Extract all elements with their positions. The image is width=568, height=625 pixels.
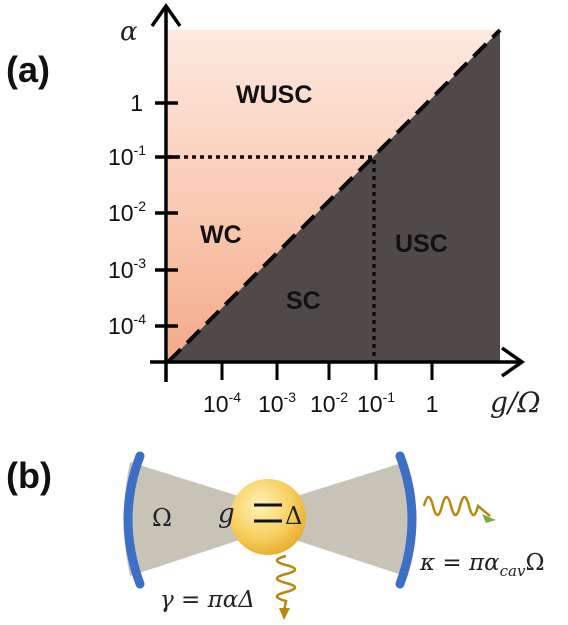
x-tick-label: 10-1 (357, 389, 395, 417)
y-tick-label-base: 10 (108, 144, 134, 170)
x-tick-label-exponent: -1 (383, 389, 396, 405)
x-tick-label-exponent: -3 (284, 389, 297, 405)
region-label-sc: SC (286, 287, 321, 315)
cavity-decay-label: κ = παcavΩ (419, 550, 545, 580)
y-tick-label: 1 (130, 90, 143, 116)
cavity-photon-arrow-icon (482, 514, 496, 523)
y-tick-label: 10-2 (108, 198, 146, 226)
y-tick-label: 10-4 (108, 311, 146, 339)
regime-boundary-line (166, 28, 502, 364)
emitter-photon-icon (275, 554, 297, 612)
cavity-decay-suffix: Ω (525, 550, 544, 576)
right-mirror (395, 451, 417, 589)
x-tick-label: 10-3 (258, 389, 296, 417)
emitter-atom (230, 479, 306, 555)
x-tick-label: 10-2 (310, 389, 348, 417)
x-tick-label-base: 10 (203, 391, 229, 417)
y-tick-label-exponent: -3 (134, 255, 147, 271)
region-label-wusc: WUSC (236, 81, 312, 109)
emitter-splitting-label: Δ (285, 502, 302, 530)
y-tick-label: 10-3 (108, 255, 146, 283)
y-tick-label-exponent: -2 (134, 198, 147, 214)
emitter-decay-label: γ = παΔ (160, 587, 255, 613)
x-tick-label-base: 10 (310, 391, 336, 417)
y-tick-group: 110-110-210-310-4 (108, 90, 178, 339)
x-tick-label-exponent: -4 (229, 389, 242, 405)
y-tick-label-base: 10 (108, 257, 134, 283)
y-tick-label-base: 10 (108, 313, 134, 339)
cavity-mode-left (124, 462, 270, 576)
x-tick-label-exponent: -2 (336, 389, 349, 405)
panel-a-label: (a) (6, 49, 50, 90)
y-tick-label-base: 10 (108, 200, 134, 226)
cavity-photon-icon (422, 495, 491, 517)
x-tick-label: 1 (426, 391, 439, 417)
x-tick-label-base: 1 (426, 391, 439, 417)
x-tick-label-base: 10 (357, 391, 383, 417)
cavity-decay-prefix: κ = πα (419, 550, 500, 576)
y-tick-label-exponent: -1 (134, 142, 147, 158)
x-tick-group: 10-4 10-3 10-2 10-1 1 (203, 362, 438, 417)
x-tick-label-base: 10 (258, 391, 284, 417)
panel-b-label: (b) (6, 455, 52, 496)
cavity-mode-right (265, 462, 411, 576)
cavity-frequency-label: Ω (152, 504, 172, 532)
x-axis-label: g/Ω (490, 386, 541, 419)
coupling-label: g (218, 499, 235, 529)
y-tick-label-base: 1 (130, 90, 143, 116)
y-axis-arrow-icon (150, 2, 182, 28)
y-tick-label: 10-1 (108, 142, 146, 170)
region-label-wc: WC (200, 221, 242, 249)
cavity-decay-subscript: cav (500, 562, 526, 580)
x-tick-label: 10-4 (203, 389, 241, 417)
region-label-usc: USC (395, 230, 448, 258)
y-tick-label-exponent: -4 (134, 311, 147, 327)
emitter-photon-arrow-icon (279, 608, 290, 620)
y-axis-label: α (120, 17, 138, 47)
left-mirror (123, 451, 145, 589)
x-axis-arrow-icon (500, 346, 526, 378)
